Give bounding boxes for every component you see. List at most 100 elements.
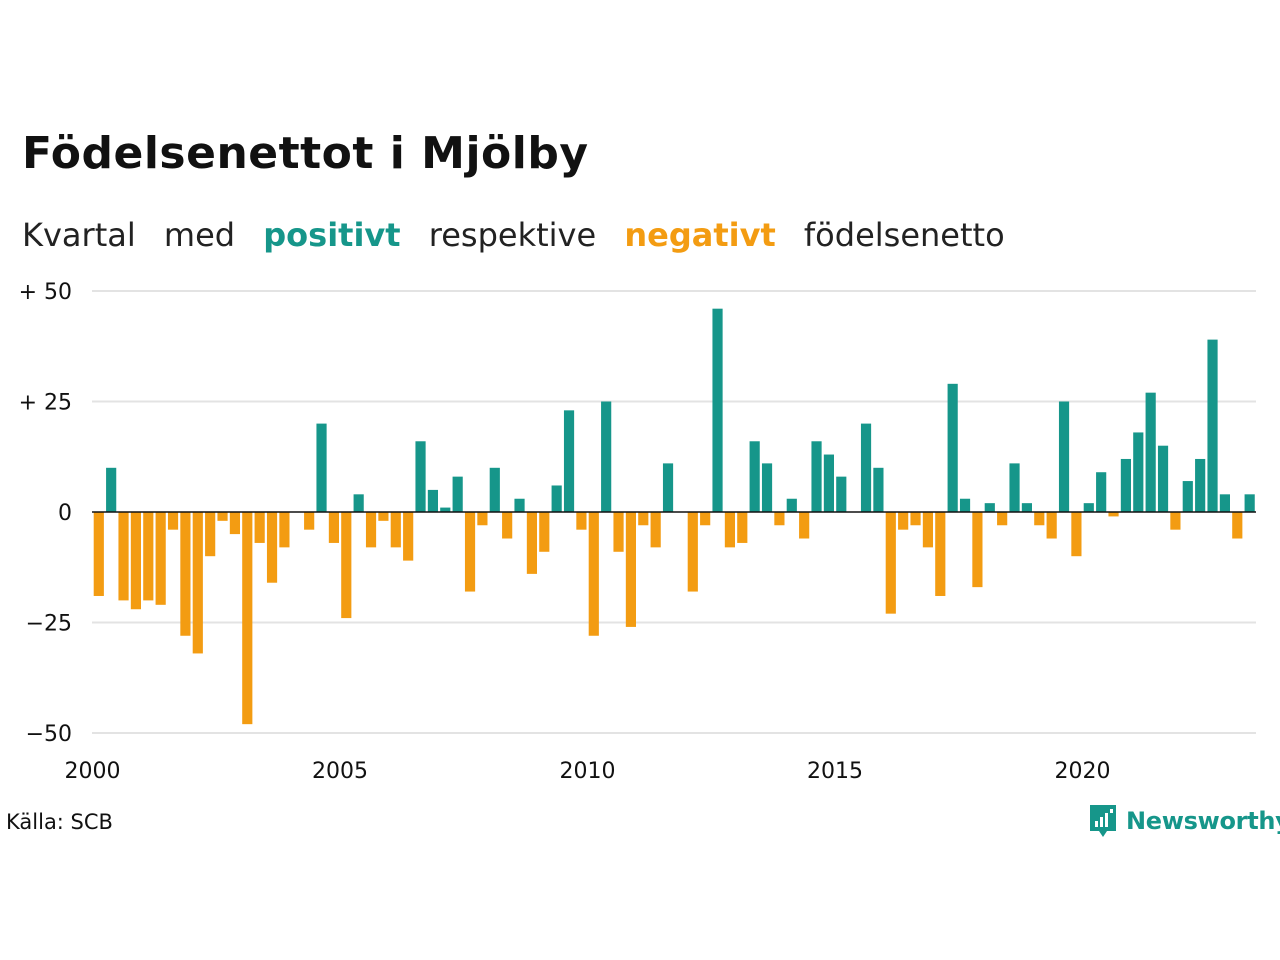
bar [1009, 463, 1020, 512]
bar [712, 308, 723, 512]
subtitle-text-kvartal: Kvartal [22, 216, 136, 254]
y-tick-label: 0 [58, 501, 72, 526]
bar [601, 401, 612, 512]
bar [823, 454, 834, 512]
source-note: Källa: SCB [6, 810, 113, 834]
subtitle-positive-word: positivt [263, 216, 401, 254]
bar [205, 512, 216, 557]
bar [1219, 494, 1230, 512]
subtitle-text-med: med [163, 216, 236, 254]
bar [613, 512, 624, 552]
bar [737, 512, 748, 543]
bar [687, 512, 698, 592]
bar [514, 498, 525, 512]
bar-chart: + 50 + 25 0 −25 −50 2000 2005 2010 2015 2020 [19, 280, 1256, 784]
bar [860, 423, 872, 512]
y-tick-label: −25 [26, 612, 72, 637]
x-tick-label: 2000 [65, 759, 121, 784]
bar [563, 410, 575, 512]
bar [180, 512, 191, 636]
bar [947, 383, 958, 512]
bar [873, 467, 884, 512]
bar [588, 512, 599, 636]
bar [799, 512, 810, 539]
x-tick-label: 2010 [560, 759, 616, 784]
bar [1058, 401, 1070, 512]
bar [304, 512, 315, 530]
bar [836, 476, 847, 512]
bar [415, 441, 426, 512]
bar [811, 441, 822, 512]
chart-subtitle: Kvartal med positivt respektive negativt… [22, 216, 1023, 254]
bar [885, 512, 896, 614]
x-tick-label: 2005 [312, 759, 368, 784]
bar [972, 512, 983, 588]
bar [155, 512, 166, 605]
newsworthy-logo-icon [1090, 805, 1116, 837]
bar [997, 512, 1008, 526]
bar [1108, 512, 1119, 517]
bar [1133, 432, 1144, 512]
x-tick-label: 2015 [807, 759, 863, 784]
y-tick-label: + 25 [19, 391, 72, 416]
bar [551, 485, 562, 512]
bar [353, 494, 364, 512]
bars [93, 308, 1255, 725]
axes: + 50 + 25 0 −25 −50 2000 2005 2010 2015 2020 [19, 280, 1256, 784]
bar [1071, 512, 1082, 557]
bar [378, 512, 389, 521]
bar [106, 467, 117, 512]
bar [724, 512, 735, 548]
bar [749, 441, 760, 512]
bar [1232, 512, 1243, 539]
y-tick-label: + 50 [19, 280, 72, 305]
x-tick-label: 2020 [1055, 759, 1111, 784]
bar [328, 512, 339, 543]
bar [539, 512, 550, 552]
bar [984, 503, 995, 512]
bar [440, 507, 451, 512]
bar [576, 512, 587, 530]
bar [477, 512, 488, 526]
bar [502, 512, 513, 539]
bar [365, 512, 377, 548]
bar [341, 512, 352, 619]
bar [1120, 458, 1131, 512]
bar [786, 498, 797, 512]
chart-title: Födelsenettot i Mjölby [22, 128, 589, 179]
bar [464, 512, 476, 592]
bar [1207, 339, 1218, 512]
brand-name: Newsworthy [1126, 807, 1280, 835]
bar [266, 512, 278, 583]
bar [1170, 512, 1181, 530]
bar [650, 512, 661, 548]
bar [1083, 503, 1094, 512]
bar [452, 476, 463, 512]
bar [1034, 512, 1045, 526]
subtitle-text-respektive: respektive [428, 216, 597, 254]
bar [118, 512, 129, 601]
bar [489, 467, 500, 512]
brand-logo: Newsworthy [1088, 803, 1280, 839]
bar [1195, 458, 1206, 512]
bar [935, 512, 946, 596]
bar [390, 512, 401, 548]
bar [229, 512, 240, 535]
y-tick-label: −50 [26, 722, 72, 747]
bar [143, 512, 154, 601]
subtitle-text-fodelsenetto: födelsenetto [803, 216, 1005, 254]
bar [1096, 472, 1107, 512]
bar [1145, 392, 1156, 512]
subtitle-negative-word: negativt [624, 216, 776, 254]
bar [898, 512, 909, 530]
bar [217, 512, 228, 521]
bar [526, 512, 537, 574]
bar [922, 512, 933, 548]
bar [761, 463, 773, 512]
bar [1046, 512, 1057, 539]
bar [93, 512, 104, 596]
bar [316, 423, 327, 512]
bar [638, 512, 649, 526]
bar [192, 512, 203, 654]
bar [254, 512, 265, 543]
